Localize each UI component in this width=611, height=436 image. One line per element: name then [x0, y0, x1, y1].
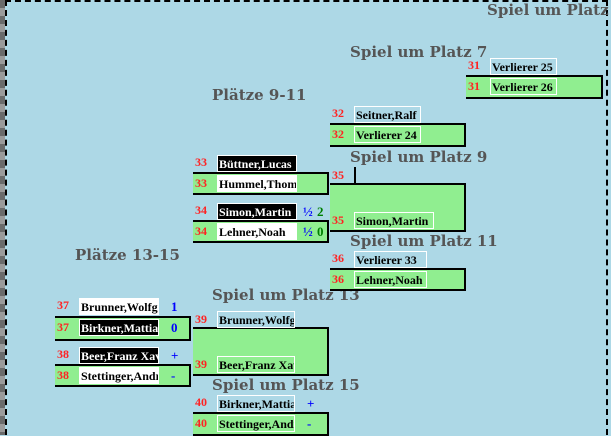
player-name[interactable]: Lehner,Noah	[354, 271, 427, 288]
match-number: 32	[332, 106, 344, 120]
match-number: 35	[332, 168, 344, 182]
score: ½	[303, 224, 313, 239]
match-number: 35	[332, 213, 344, 227]
score: +	[307, 396, 315, 411]
match-number: 36	[332, 251, 344, 265]
player-name[interactable]: Beer,Franz Xaver	[217, 356, 295, 373]
section-heading: Spiel um Platz 11	[350, 232, 498, 250]
match-number: 38	[57, 368, 69, 382]
player-name[interactable]: Hummel,Thomas	[217, 175, 297, 192]
connector-line	[354, 167, 356, 183]
player-name[interactable]: Büttner,Lucas	[217, 155, 297, 172]
score: 2	[317, 204, 324, 219]
player-name[interactable]: Verlierer 33	[354, 251, 427, 268]
player-name[interactable]: Beer,Franz Xaver	[79, 347, 159, 364]
canvas-edge-strip	[0, 0, 5, 435]
match-number: 40	[195, 416, 207, 430]
match-number: 37	[57, 298, 69, 312]
player-name[interactable]: Brunner,Wolfgang	[79, 298, 159, 315]
player-name[interactable]: Verlierer 26	[490, 78, 557, 95]
player-name[interactable]: Verlierer 24	[354, 126, 421, 143]
section-heading: Spiel um Platz 9	[350, 148, 488, 166]
player-name[interactable]: Lehner,Noah	[217, 223, 297, 240]
section-heading: Plätze 9-11	[212, 86, 307, 104]
section-heading: Spiel um Platz 5	[487, 1, 611, 19]
score: 0	[171, 320, 178, 335]
score: ½	[303, 204, 313, 219]
score: -	[307, 416, 312, 431]
section-heading: Spiel um Platz 7	[350, 43, 488, 61]
section-heading: Spiel um Platz 15	[212, 376, 360, 394]
player-name[interactable]: Seitner,Ralf	[354, 106, 421, 123]
match-number: 36	[332, 272, 344, 286]
player-name[interactable]: Simon,Martin	[217, 203, 297, 220]
match-number: 37	[57, 320, 69, 334]
match-number: 34	[195, 224, 207, 238]
player-name[interactable]: Birkner,Mattias	[217, 395, 295, 412]
match-number: 31	[468, 79, 480, 93]
match-number: 31	[468, 58, 480, 72]
player-name[interactable]: Birkner,Mattias	[79, 319, 159, 336]
score: 0	[317, 224, 324, 239]
match-number: 39	[195, 357, 207, 371]
match-number: 33	[195, 155, 207, 169]
score: +	[171, 348, 179, 363]
player-name[interactable]: Stettinger,Andreas	[217, 415, 295, 432]
player-name[interactable]: Verlierer 25	[490, 58, 557, 75]
page-border	[5, 0, 608, 435]
player-name[interactable]: Stettinger,Andreas	[79, 367, 159, 384]
match-number: 40	[195, 395, 207, 409]
match-number: 33	[195, 176, 207, 190]
match-number: 39	[195, 312, 207, 326]
section-heading: Plätze 13-15	[75, 246, 180, 264]
match-number: 32	[332, 127, 344, 141]
score: -	[171, 368, 176, 383]
match-39-bar	[193, 327, 329, 376]
match-number: 38	[57, 347, 69, 361]
player-name[interactable]: Brunner,Wolfgang	[217, 311, 295, 328]
player-name[interactable]: Simon,Martin	[354, 212, 434, 229]
section-heading: Spiel um Platz 13	[212, 286, 360, 304]
score: 1	[171, 299, 178, 314]
match-number: 34	[195, 203, 207, 217]
